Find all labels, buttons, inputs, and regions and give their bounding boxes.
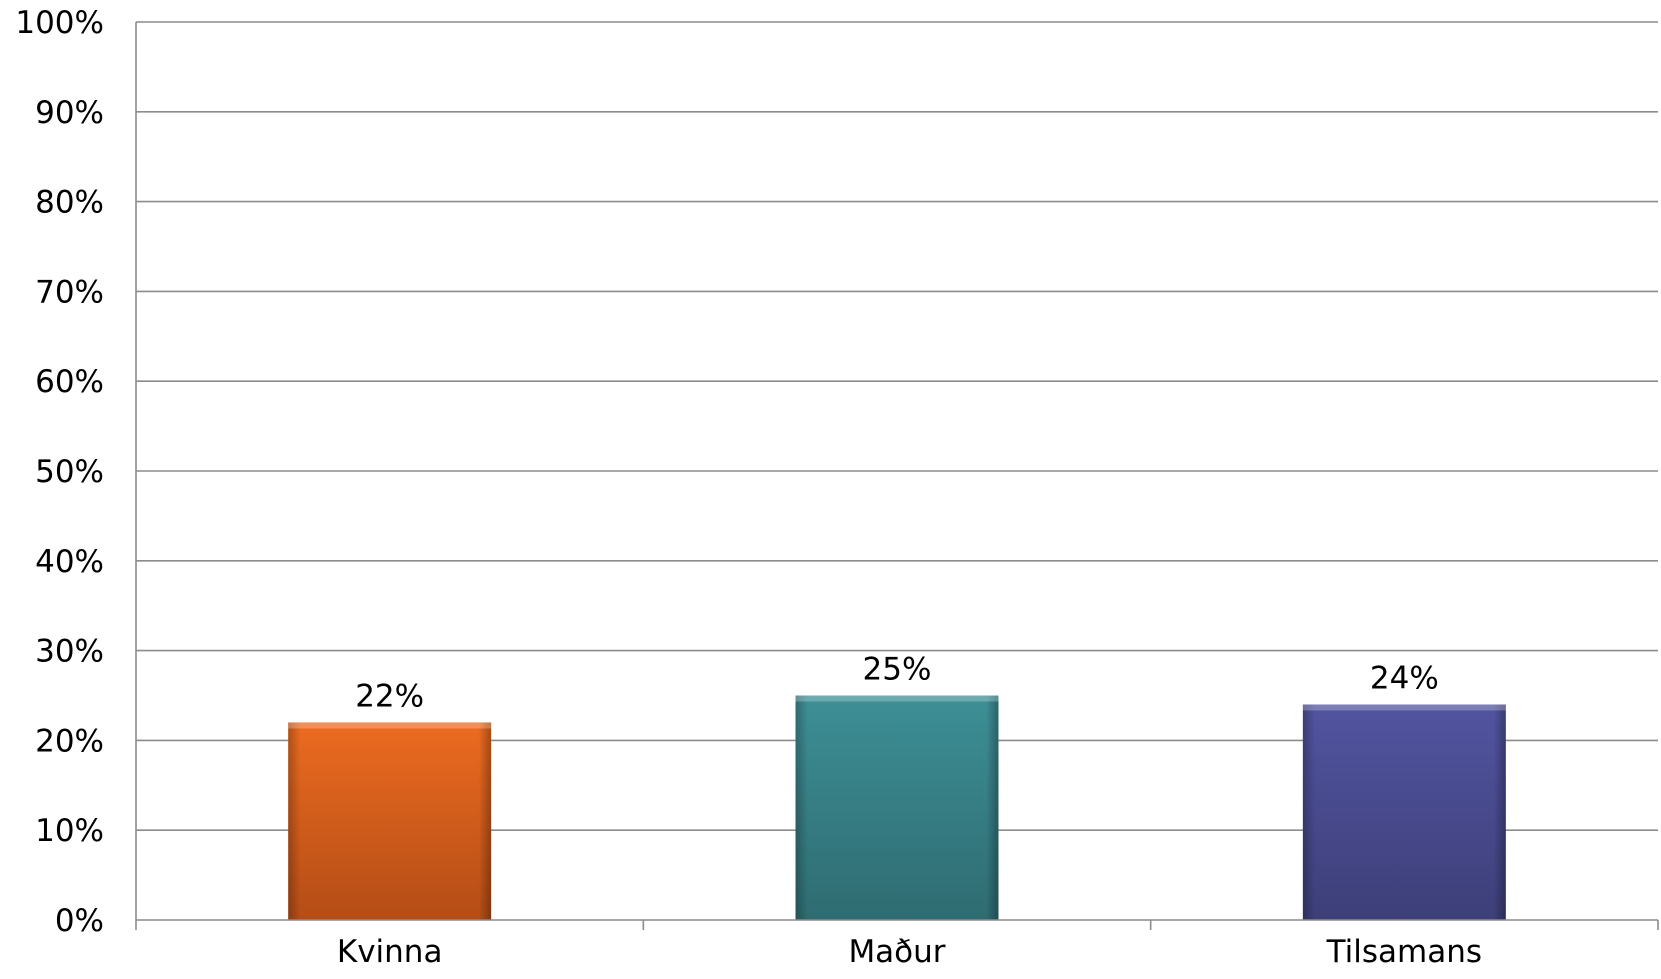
bar-shading — [288, 722, 492, 920]
bar-shading — [795, 695, 999, 920]
bar-shading — [1302, 704, 1506, 920]
data-label: 22% — [355, 678, 424, 714]
bar-top-highlight — [795, 695, 999, 702]
y-tick-label: 70% — [35, 274, 104, 310]
y-tick-label: 0% — [55, 903, 104, 939]
y-tick-label: 90% — [35, 95, 104, 131]
axes — [135, 22, 1659, 930]
y-tick-label: 80% — [35, 185, 104, 221]
labels: 0% 10% 20% 30% 40% 50% 60% 70% 80% 90% 100% 22% Kvin… — [15, 5, 1482, 970]
y-tick-label: 100% — [15, 5, 104, 41]
data-label: 25% — [863, 652, 932, 688]
bar-top-highlight — [1302, 704, 1506, 711]
y-tick-label: 10% — [35, 813, 104, 849]
x-tick-label: Tilsamans — [1326, 934, 1482, 970]
data-label: 24% — [1370, 660, 1439, 696]
y-tick-label: 30% — [35, 634, 104, 670]
y-tick-label: 50% — [35, 454, 104, 490]
y-tick-label: 40% — [35, 544, 104, 580]
x-tick-label: Kvinna — [337, 934, 443, 970]
y-tick-label: 20% — [35, 723, 104, 759]
bar-top-highlight — [288, 722, 492, 729]
bars — [288, 695, 1506, 920]
y-tick-label: 60% — [35, 364, 104, 400]
x-tick-label: Maður — [848, 934, 945, 970]
